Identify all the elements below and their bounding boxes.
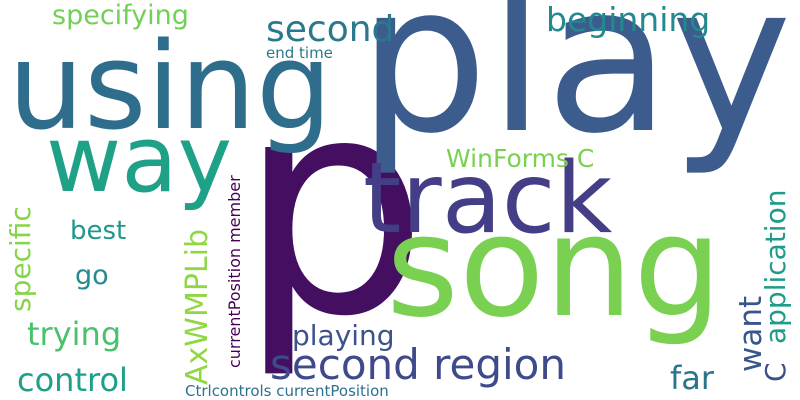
word-second: second [266, 9, 395, 50]
word-currentposition-member: currentPosition member [225, 175, 244, 368]
word-c: C [759, 362, 792, 382]
word-best: best [70, 216, 127, 246]
word-trying: trying [27, 315, 122, 353]
word-p: p [238, 33, 429, 382]
word-far: far [670, 359, 715, 397]
word-specific: specific [4, 206, 37, 312]
word-end-time: end time [266, 44, 333, 62]
word-second-region: second region [270, 340, 566, 389]
word-song: song [386, 186, 723, 349]
word-track: track [363, 142, 613, 256]
word-beginning: beginning [546, 0, 711, 39]
word-winforms-c: WinForms C [446, 144, 595, 173]
word-play: play [358, 0, 793, 179]
word-control: control [17, 361, 128, 399]
word-ctrlcontrols-currentposition: Ctrlcontrols currentPosition [185, 382, 389, 400]
word-way: way [46, 106, 233, 213]
word-playing: playing [292, 319, 395, 352]
word-axwmplib: AxWMPLib [180, 228, 215, 385]
word-application: application [759, 189, 792, 344]
word-specifying: specifying [52, 0, 189, 31]
word-go: go [75, 260, 109, 291]
word-using: using [8, 18, 333, 157]
